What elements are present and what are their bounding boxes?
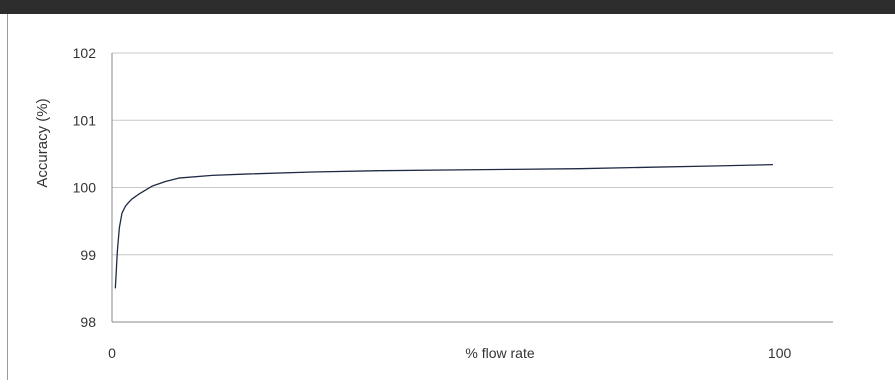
y-tick-label-99: 99 <box>80 247 96 263</box>
gridlines <box>112 53 833 255</box>
x-axis-label: % flow rate <box>465 345 534 361</box>
y-tick-label-98: 98 <box>80 314 96 330</box>
x-tick-label-100: 100 <box>768 345 792 361</box>
y-tick-label-102: 102 <box>73 45 97 61</box>
x-tick-label-0: 0 <box>108 345 116 361</box>
y-axis-label: Accuracy (%) <box>34 98 51 187</box>
series-line-0 <box>115 165 773 289</box>
y-tick-label-101: 101 <box>73 112 97 128</box>
series-group <box>115 165 773 289</box>
x-tick-labels: 0 100 <box>108 345 791 361</box>
y-tick-label-100: 100 <box>73 180 97 196</box>
y-tick-labels: 98 99 100 101 102 <box>73 45 97 330</box>
